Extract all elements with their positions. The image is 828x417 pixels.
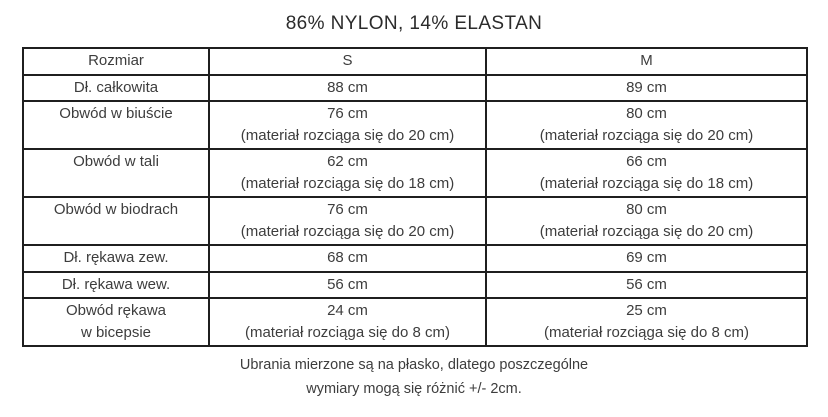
measurement-label: Dł. całkowita: [73, 78, 159, 96]
measurement-value: 69 cm: [626, 249, 667, 266]
size-m-cell: 66 cm (materiał rozciąga się do 18 cm): [485, 148, 808, 198]
stretch-note: (materiał rozciąga się do 20 cm): [539, 126, 754, 144]
row-label: Dł. całkowita: [22, 73, 210, 102]
size-table: Rozmiar S M Dł. całkowita 88 cm 89 cm Ob…: [22, 47, 808, 347]
measurement-value: 80 cm: [626, 201, 667, 218]
measurement-label: Dł. rękawa wew.: [61, 275, 171, 293]
measurement-value: 56 cm: [327, 275, 368, 293]
size-m-cell: 80 cm (materiał rozciąga się do 20 cm): [485, 196, 808, 246]
measurement-value: 62 cm: [327, 153, 368, 170]
size-s-cell: 76 cm (materiał rozciąga się do 20 cm): [208, 196, 487, 246]
measurement-disclaimer: Ubrania mierzone są na płasko, dlatego p…: [0, 353, 828, 401]
size-m-cell: 69 cm: [485, 244, 808, 273]
size-s-cell: 56 cm: [208, 270, 487, 299]
stretch-note: (materiał rozciąga się do 18 cm): [240, 174, 455, 192]
table-row: Obwód rękawa w bicepsie 24 cm (materiał …: [22, 297, 808, 347]
measurement-value: 25 cm: [626, 302, 667, 319]
measurement-value: 66 cm: [626, 153, 667, 170]
size-table-container: Rozmiar S M Dł. całkowita 88 cm 89 cm Ob…: [22, 47, 808, 347]
stretch-note: (materiał rozciąga się do 20 cm): [240, 222, 455, 240]
measurement-value: 89 cm: [626, 78, 667, 96]
stretch-note: (materiał rozciąga się do 8 cm): [244, 323, 451, 341]
row-label: Obwód w biuście: [22, 100, 210, 150]
measurement-label: Obwód w biuście: [59, 105, 173, 122]
row-label: Obwód w biodrach: [22, 196, 210, 246]
row-label: Dł. rękawa zew.: [22, 244, 210, 273]
disclaimer-line1: Ubrania mierzone są na płasko, dlatego p…: [239, 357, 589, 373]
size-s-cell: 88 cm: [208, 73, 487, 102]
stretch-note: (materiał rozciąga się do 8 cm): [543, 323, 750, 341]
measurement-label-line2: w bicepsie: [80, 323, 152, 341]
table-row: Dł. całkowita 88 cm 89 cm: [22, 73, 808, 102]
size-s-cell: 24 cm (materiał rozciąga się do 8 cm): [208, 297, 487, 347]
table-row: Obwód w tali 62 cm (materiał rozciąga si…: [22, 148, 808, 198]
row-label: Obwód rękawa w bicepsie: [22, 297, 210, 347]
stretch-note: (materiał rozciąga się do 20 cm): [240, 126, 455, 144]
measurement-label: Obwód rękawa: [65, 302, 167, 319]
size-m-cell: 56 cm: [485, 270, 808, 299]
measurement-label: Obwód w tali: [73, 153, 159, 170]
size-s-cell: 62 cm (materiał rozciąga się do 18 cm): [208, 148, 487, 198]
table-row: Dł. rękawa wew. 56 cm 56 cm: [22, 270, 808, 299]
column-header-rozmiar: Rozmiar: [22, 47, 210, 76]
size-m-cell: 80 cm (materiał rozciąga się do 20 cm): [485, 100, 808, 150]
measurement-value: 76 cm: [327, 105, 368, 122]
size-s-cell: 76 cm (materiał rozciąga się do 20 cm): [208, 100, 487, 150]
size-m-cell: 25 cm (materiał rozciąga się do 8 cm): [485, 297, 808, 347]
row-label: Dł. rękawa wew.: [22, 270, 210, 299]
measurement-value: 24 cm: [327, 302, 368, 319]
size-s-cell: 68 cm: [208, 244, 487, 273]
header-row: Rozmiar S M: [22, 47, 808, 76]
page-title: 86% NYLON, 14% ELASTAN: [285, 13, 543, 34]
measurement-value: 76 cm: [327, 201, 368, 218]
size-m-cell: 89 cm: [485, 73, 808, 102]
table-row: Dł. rękawa zew. 68 cm 69 cm: [22, 244, 808, 273]
column-header-size-m: M: [485, 47, 808, 76]
measurement-value: 68 cm: [327, 249, 368, 266]
table-row: Obwód w biodrach 76 cm (materiał rozciąg…: [22, 196, 808, 246]
measurement-value: 56 cm: [626, 275, 667, 293]
measurement-label: Dł. rękawa zew.: [63, 249, 169, 266]
stretch-note: (materiał rozciąga się do 20 cm): [539, 222, 754, 240]
row-label: Obwód w tali: [22, 148, 210, 198]
measurement-value: 80 cm: [626, 105, 667, 122]
table-row: Obwód w biuście 76 cm (materiał rozciąga…: [22, 100, 808, 150]
stretch-note: (materiał rozciąga się do 18 cm): [539, 174, 754, 192]
column-header-size-s: S: [208, 47, 487, 76]
measurement-value: 88 cm: [327, 78, 368, 96]
disclaimer-line2: wymiary mogą się różnić +/- 2cm.: [306, 381, 522, 397]
measurement-label: Obwód w biodrach: [53, 201, 179, 218]
